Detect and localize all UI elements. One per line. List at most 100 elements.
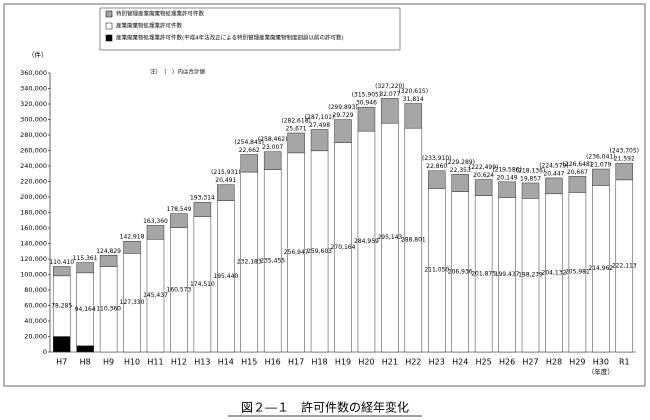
total-label: (215,931) [211, 169, 241, 176]
y-tick-label: 160,000 [20, 224, 47, 232]
value-label: 22,860 [426, 163, 447, 170]
value-label: 94,164 [75, 306, 96, 313]
total-label: 142,918 [120, 234, 145, 241]
value-label: 195,440 [213, 273, 238, 280]
total-label: (320,615) [399, 88, 429, 95]
chart-frame [3, 3, 646, 387]
y-tick-label: 100,000 [20, 271, 47, 279]
bar-segment [217, 184, 235, 201]
value-label: 284,959 [354, 238, 379, 245]
value-label: 145,437 [143, 292, 168, 299]
value-label: 214,962 [588, 265, 613, 272]
x-tick-label: H29 [569, 358, 585, 367]
bar-segment [170, 213, 188, 228]
bar-segment [357, 106, 376, 132]
x-tick-label: H30 [593, 358, 609, 367]
y-tick-label: 360,000 [20, 69, 47, 77]
y-tick-label: 120,000 [20, 255, 47, 263]
legend-label: 産業廃棄物処理業許可件数 [116, 22, 183, 30]
y-tick-label: 280,000 [20, 131, 47, 139]
y-tick-label: 300,000 [20, 116, 47, 124]
x-tick-label: H15 [241, 358, 257, 367]
value-label: 222,113 [612, 262, 637, 269]
total-label: (327,220) [375, 83, 405, 90]
bar-segment [146, 225, 165, 240]
value-label: 20,624 [473, 172, 494, 179]
x-tick-label: R1 [619, 358, 630, 367]
total-label: (258,462) [258, 136, 288, 143]
legend-label: 特別管理産業廃棄物処理業許可件数 [116, 10, 205, 18]
total-label: 115,361 [73, 255, 98, 262]
value-label: 160,573 [167, 286, 192, 293]
value-label: 110,360 [96, 306, 121, 313]
value-label: 198,279 [518, 272, 543, 279]
x-tick-label: H22 [405, 358, 421, 367]
total-label: 110,410 [49, 259, 74, 266]
total-label: (218,136) [516, 167, 546, 174]
value-label: 235,455 [260, 257, 285, 264]
total-label: 163,360 [143, 218, 168, 225]
value-label: 32,077 [379, 91, 400, 98]
x-tick-label: H24 [452, 358, 468, 367]
x-tick-label: H10 [124, 358, 140, 367]
y-axis-label: （件） [28, 50, 48, 59]
value-label: 25,671 [286, 125, 307, 132]
bar-segment [615, 162, 634, 181]
value-label: 31,814 [403, 96, 424, 103]
legend-label: 産業廃棄物処理業許可件数(平成4年法改正による特別管理産業廃棄物制度創設以前の許… [116, 34, 344, 42]
total-label: 193,314 [190, 195, 215, 202]
y-tick-label: 260,000 [20, 147, 47, 155]
x-tick-label: H12 [171, 358, 187, 367]
bar-segment [545, 177, 563, 195]
bar-segment [123, 240, 141, 254]
bar-segment [193, 201, 212, 218]
y-tick-label: 340,000 [20, 85, 47, 93]
total-label: (236,041) [586, 154, 616, 161]
value-label: 295,143 [377, 234, 402, 241]
value-label: 29,729 [333, 112, 354, 119]
bar-segment [568, 176, 587, 193]
value-label: 20,667 [567, 169, 588, 176]
x-tick-label: H20 [358, 358, 374, 367]
value-label: 23,007 [262, 144, 283, 151]
bar-segment [381, 98, 399, 124]
value-label: 21,079 [590, 162, 611, 169]
value-label: 127,330 [120, 299, 145, 306]
value-label: 259,603 [307, 248, 332, 255]
total-label: (224,579) [539, 162, 569, 169]
total-label: (315,905) [352, 92, 382, 99]
y-tick-label: 220,000 [20, 178, 47, 186]
x-tick-label: H11 [147, 358, 163, 367]
value-label: 22,662 [239, 147, 260, 154]
bar-segment [451, 174, 469, 192]
total-label: (226,648) [563, 161, 593, 168]
y-tick-label: 320,000 [20, 100, 47, 108]
bar-segment [99, 255, 118, 267]
x-tick-label: H7 [56, 358, 67, 367]
y-tick-label: 240,000 [20, 162, 47, 170]
total-label: (243,705) [610, 148, 640, 155]
bar-segment [310, 129, 329, 152]
caption: 図２―１ 許可件数の経年変化 [241, 400, 409, 415]
value-label: 201,875 [471, 270, 496, 277]
bar-segment [76, 262, 94, 274]
bar-segment [240, 154, 258, 173]
value-label: 199,437 [495, 271, 520, 278]
x-tick-label: H13 [194, 358, 210, 367]
x-tick-label: H8 [80, 358, 91, 367]
value-label: 20,149 [497, 174, 518, 181]
value-label: 174,510 [190, 281, 215, 288]
value-label: 30,946 [356, 100, 377, 107]
value-label: 206,936 [448, 268, 473, 275]
value-label: 288,801 [401, 237, 426, 244]
total-label: (282,618) [281, 117, 311, 124]
bar-segment [76, 345, 94, 353]
bar-segment [52, 336, 71, 353]
y-tick-label: 180,000 [20, 209, 47, 217]
x-axis-label: （年度） [588, 367, 614, 376]
total-label: (287,101) [305, 114, 335, 121]
bar-segment [592, 168, 610, 186]
legend-swatch [105, 22, 113, 30]
x-tick-label: H19 [335, 358, 351, 367]
